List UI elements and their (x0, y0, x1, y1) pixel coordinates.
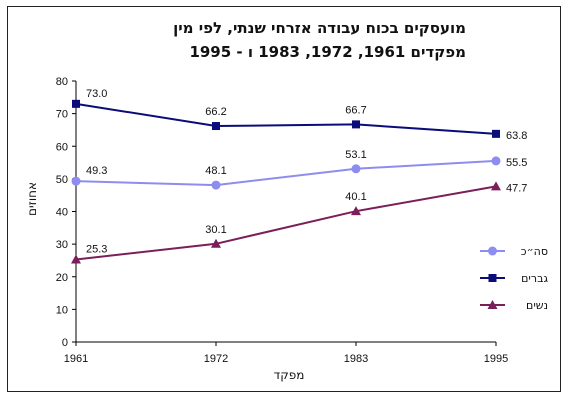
data-label: 48.1 (205, 165, 226, 177)
data-point (492, 129, 500, 138)
data-label: 73.0 (86, 88, 107, 100)
x-tick-label: 1983 (344, 353, 368, 365)
data-label: 55.5 (506, 157, 527, 169)
data-label: 63.8 (506, 130, 527, 142)
legend-label: גברים (521, 272, 548, 285)
y-tick-label: 70 (56, 109, 68, 121)
data-point (491, 181, 501, 191)
legend-label: סה״כ (521, 245, 548, 258)
data-point (71, 176, 81, 186)
data-point (491, 156, 501, 166)
y-tick-label: 80 (56, 76, 68, 88)
data-point (71, 254, 81, 264)
x-tick-label: 1995 (484, 353, 508, 365)
plot-area: 0 10 20 30 40 50 60 70 80 1961 1972 1983 1995 49.3 48.… (56, 76, 528, 365)
y-axis-title: אחוזים (25, 182, 39, 216)
y-tick-label: 50 (56, 174, 68, 186)
legend: סה״כ גברים נשים (480, 245, 548, 312)
y-tick-label: 30 (56, 239, 68, 251)
legend-marker (487, 300, 498, 309)
data-label: 40.1 (345, 191, 366, 203)
data-label: 53.1 (345, 149, 366, 161)
legend-marker (488, 274, 497, 282)
y-tick-label: 20 (56, 272, 68, 284)
series-line (75, 185, 497, 261)
chart-frame: מועסקים בכוח עבודה אזרחי שנתי, לפי מין מ… (7, 6, 561, 392)
data-point (351, 206, 361, 216)
data-point (351, 164, 361, 174)
data-label: 49.3 (86, 165, 107, 177)
x-axis-title: מפקד (274, 368, 305, 382)
data-point (211, 180, 221, 190)
x-tick-label: 1961 (64, 353, 88, 365)
data-point (72, 99, 80, 108)
chart-title-line-1: מועסקים בכוח עבודה אזרחי שנתי, לפי מין (173, 19, 466, 37)
x-tick-label: 1972 (204, 353, 228, 365)
series-line (75, 102, 497, 135)
y-tick-label: 10 (56, 304, 68, 316)
data-point (352, 120, 360, 129)
line-chart: מועסקים בכוח עבודה אזרחי שנתי, לפי מין מ… (25, 19, 548, 382)
data-label: 25.3 (86, 243, 107, 255)
legend-marker (488, 246, 497, 256)
y-tick-label: 60 (56, 141, 68, 153)
y-tick-label: 0 (62, 337, 68, 349)
chart-title-line-2: מפקדים 1961, 1972, 1983 ו - 1995 (189, 43, 466, 61)
legend-label: נשים (526, 299, 548, 312)
data-label: 66.2 (205, 106, 226, 118)
data-point (211, 238, 221, 248)
data-label: 66.7 (345, 104, 366, 116)
y-tick-label: 40 (56, 207, 68, 219)
data-label: 30.1 (205, 224, 226, 236)
series-line (75, 159, 497, 187)
data-label: 47.7 (506, 182, 527, 194)
data-point (212, 122, 220, 131)
